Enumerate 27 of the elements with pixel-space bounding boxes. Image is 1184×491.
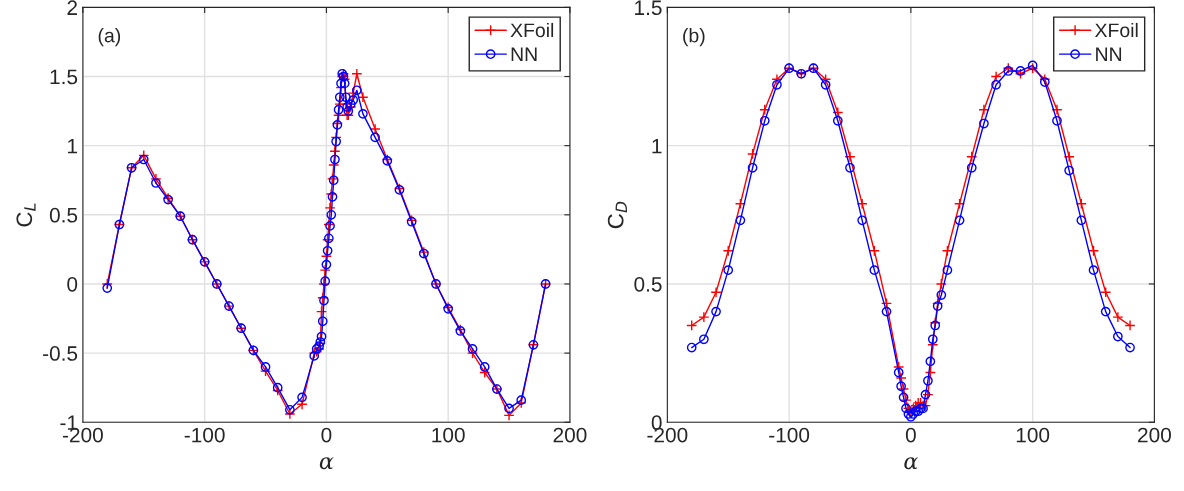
x-tick-label: 100 <box>1016 427 1050 443</box>
legend-label: XFoil <box>1094 22 1138 38</box>
x-tick-label: 0 <box>905 427 916 443</box>
y-axis-title: C$_{L}$ <box>16 203 36 227</box>
y-tick-label: -0.5 <box>43 346 78 361</box>
x-tick-label: -100 <box>184 427 225 443</box>
y-tick-label: 1 <box>652 138 662 154</box>
y-tick-label: 1.5 <box>50 69 78 85</box>
x-tick-label: 200 <box>1138 427 1171 443</box>
x-tick-label: 0 <box>321 427 332 443</box>
x-axis-title: α <box>904 457 918 470</box>
y-axis-title: C$_{D}$ <box>607 201 627 229</box>
y-tick-label: 0 <box>67 276 78 292</box>
x-tick-label: -100 <box>769 427 810 443</box>
legend-label: XFoil <box>510 22 554 38</box>
annotation: (b) <box>683 28 705 47</box>
x-axis-title: α <box>319 457 334 470</box>
y-tick-label: 1 <box>68 138 77 154</box>
y-tick-label: 0.5 <box>49 207 78 223</box>
x-tick-label: 100 <box>432 427 465 443</box>
y-tick-label: 1.5 <box>635 0 662 16</box>
x-tick-label: 200 <box>553 427 587 443</box>
y-tick-label: 2 <box>67 0 77 15</box>
y-tick-label: 0.5 <box>634 276 662 292</box>
legend-label: NN <box>511 47 537 61</box>
legend-label: NN <box>1096 47 1122 61</box>
annotation: (a) <box>98 28 121 47</box>
